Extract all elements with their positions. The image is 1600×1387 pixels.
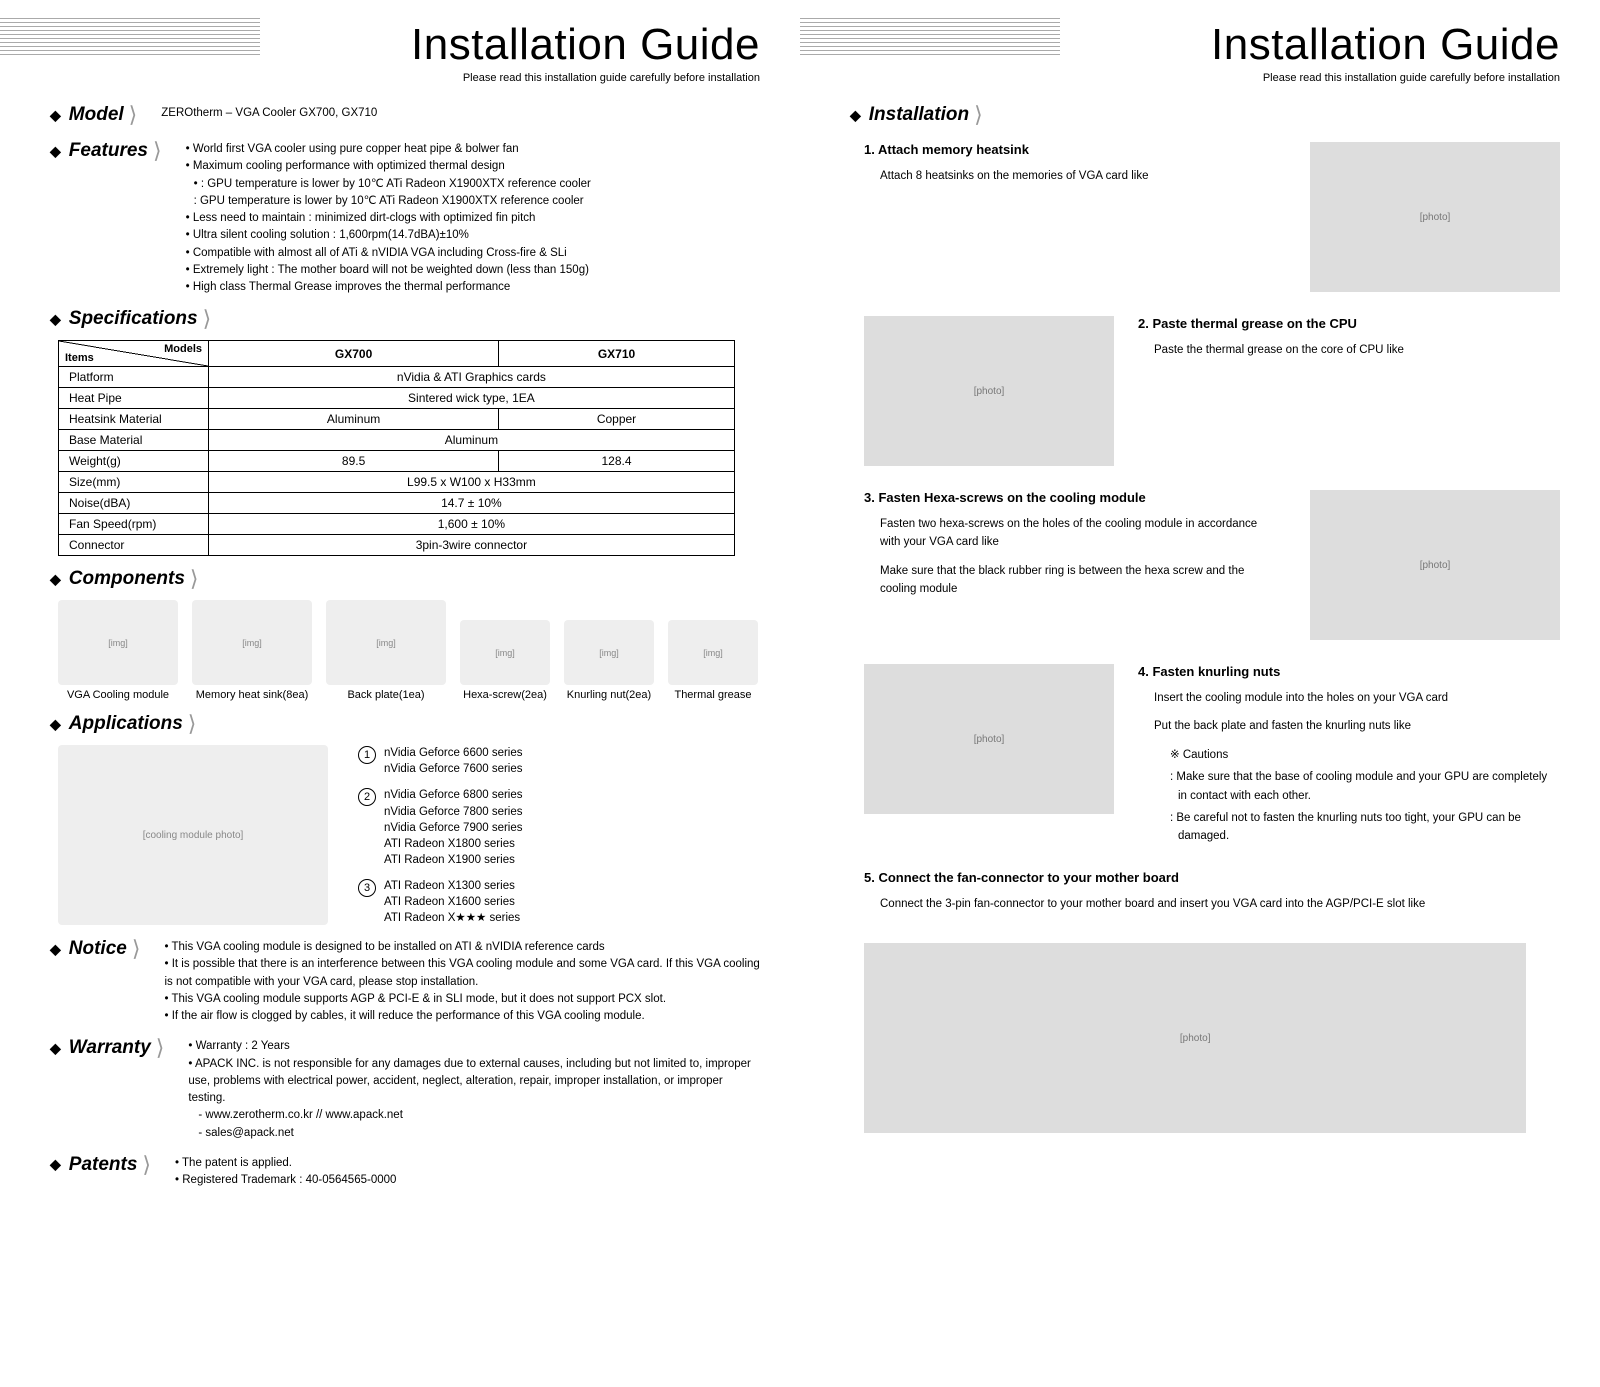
install-step-desc: Fasten two hexa-screws on the holes of t… (864, 515, 1286, 599)
caution-title: ※ Cautions (1170, 746, 1554, 764)
specs-table: ItemsModelsGX700GX710PlatformnVidia & AT… (58, 340, 735, 556)
features-list: World first VGA cooler using pure copper… (186, 141, 760, 296)
app-number: 3 (358, 879, 376, 897)
component-image: [img] (326, 600, 446, 685)
notice-item: This VGA cooling module is designed to b… (164, 939, 760, 956)
section-components: Components (40, 566, 198, 592)
component-image: [img] (460, 620, 550, 685)
component-image: [img] (668, 620, 758, 685)
header-stripes (800, 18, 1060, 58)
feature-item: High class Thermal Grease improves the t… (186, 279, 760, 296)
page-subtitle: Please read this installation guide care… (40, 72, 760, 84)
component-image: [img] (564, 620, 654, 685)
install-step-title: 1. Attach memory heatsink (864, 142, 1286, 157)
component-item: [img] Memory heat sink(8ea) (192, 600, 312, 701)
notice-item: If the air flow is clogged by cables, it… (164, 1008, 760, 1025)
header-stripes (0, 18, 260, 58)
patent-item: Registered Trademark : 40-0564565-0000 (175, 1172, 760, 1189)
app-group: 1 nVidia Geforce 6600 seriesnVidia Geforc… (358, 745, 523, 777)
app-group: 2 nVidia Geforce 6800 seriesnVidia Geforc… (358, 787, 523, 867)
component-item: [img] Hexa-screw(2ea) (460, 620, 550, 701)
install-step-title: 3. Fasten Hexa-screws on the cooling mod… (864, 490, 1286, 505)
section-specs: Specifications (40, 306, 211, 332)
install-image-col: [photo] (864, 316, 1114, 470)
app-number: 2 (358, 788, 376, 806)
patents-list: The patent is applied.Registered Tradema… (175, 1155, 760, 1190)
component-label: Memory heat sink(8ea) (192, 689, 312, 701)
install-image-col: [photo] (864, 664, 1114, 818)
notice-list: This VGA cooling module is designed to b… (164, 939, 760, 1025)
installation-steps: 1. Attach memory heatsink Attach 8 heatsi… (840, 142, 1560, 1133)
component-image: [img] (192, 600, 312, 685)
components-grid: [img] VGA Cooling module [img] Memory heat … (58, 600, 760, 701)
component-label: Back plate(1ea) (326, 689, 446, 701)
install-image: [photo] (864, 664, 1114, 814)
section-installation: Installation (840, 102, 983, 128)
app-group: 3 ATI Radeon X1300 seriesATI Radeon X1600… (358, 878, 523, 926)
component-item: [img] Thermal grease (668, 620, 758, 701)
section-notice: Notice (40, 936, 140, 962)
component-image: [img] (58, 600, 178, 685)
feature-sub: : GPU temperature is lower by 10℃ ATi Ra… (186, 193, 760, 210)
section-features: Features (40, 138, 162, 164)
applications-image: [cooling module photo] (58, 745, 328, 925)
caution-item: : Make sure that the base of cooling mod… (1170, 768, 1554, 805)
component-label: VGA Cooling module (58, 689, 178, 701)
install-step: 3. Fasten Hexa-screws on the cooling mod… (840, 490, 1560, 644)
app-lines: nVidia Geforce 6800 seriesnVidia Geforce… (384, 787, 523, 867)
install-step-desc: Connect the 3-pin fan-connector to your … (864, 895, 1560, 913)
notice-item: It is possible that there is an interfer… (164, 956, 760, 991)
app-number: 1 (358, 746, 376, 764)
warranty-item: • APACK INC. is not responsible for any … (188, 1056, 760, 1108)
notice-item: This VGA cooling module supports AGP & P… (164, 991, 760, 1008)
app-lines: nVidia Geforce 6600 seriesnVidia Geforce… (384, 745, 523, 777)
section-model: Model (40, 102, 137, 128)
install-step-title: 5. Connect the fan-connector to your mot… (864, 870, 1560, 885)
page-subtitle: Please read this installation guide care… (840, 72, 1560, 84)
feature-item: Extremely light : The mother board will … (186, 262, 760, 279)
feature-item: : GPU temperature is lower by 10℃ ATi Ra… (186, 176, 760, 193)
install-image: [photo] (864, 943, 1526, 1133)
patent-item: The patent is applied. (175, 1155, 760, 1172)
section-patents: Patents (40, 1152, 151, 1178)
section-applications: Applications (40, 711, 196, 737)
feature-item: World first VGA cooler using pure copper… (186, 141, 760, 158)
install-image-col: [photo] (1310, 490, 1560, 644)
install-image: [photo] (1310, 142, 1560, 292)
applications-list: 1 nVidia Geforce 6600 seriesnVidia Geforc… (358, 745, 523, 926)
install-step-desc: Paste the thermal grease on the core of … (1138, 341, 1560, 359)
component-item: [img] Back plate(1ea) (326, 600, 446, 701)
warranty-item: - www.zerotherm.co.kr // www.apack.net (188, 1107, 760, 1124)
component-item: [img] VGA Cooling module (58, 600, 178, 701)
install-image-col: [photo] (1310, 142, 1560, 296)
install-step-title: 4. Fasten knurling nuts (1138, 664, 1560, 679)
feature-item: Maximum cooling performance with optimiz… (186, 158, 760, 175)
install-step-title: 2. Paste thermal grease on the CPU (1138, 316, 1560, 331)
page-right: Installation Guide Please read this inst… (800, 0, 1600, 1225)
install-step-desc: Insert the cooling module into the holes… (1138, 689, 1560, 846)
feature-item: Compatible with almost all of ATi & nVID… (186, 245, 760, 262)
warranty-list: • Warranty : 2 Years• APACK INC. is not … (164, 1035, 760, 1142)
component-label: Knurling nut(2ea) (564, 689, 654, 701)
page-left: Installation Guide Please read this inst… (0, 0, 800, 1225)
install-image: [photo] (1310, 490, 1560, 640)
feature-item: Ultra silent cooling solution : 1,600rpm… (186, 227, 760, 244)
model-value: ZEROtherm – VGA Cooler GX700, GX710 (137, 102, 760, 122)
install-step-desc: Attach 8 heatsinks on the memories of VG… (864, 167, 1286, 185)
install-step: [photo] 2. Paste thermal grease on the CP… (840, 316, 1560, 470)
section-warranty: Warranty (40, 1035, 164, 1061)
caution-item: : Be careful not to fasten the knurling … (1170, 809, 1554, 846)
component-label: Thermal grease (668, 689, 758, 701)
app-lines: ATI Radeon X1300 seriesATI Radeon X1600 … (384, 878, 520, 926)
install-step: [photo] 4. Fasten knurling nuts Insert the… (840, 664, 1560, 850)
warranty-item: - sales@apack.net (188, 1125, 760, 1142)
install-image: [photo] (864, 316, 1114, 466)
component-label: Hexa-screw(2ea) (460, 689, 550, 701)
feature-item: Less need to maintain : minimized dirt-c… (186, 210, 760, 227)
install-step: 1. Attach memory heatsink Attach 8 heatsi… (840, 142, 1560, 296)
install-step: 5. Connect the fan-connector to your mot… (840, 870, 1560, 1133)
warranty-item: • Warranty : 2 Years (188, 1038, 760, 1055)
component-item: [img] Knurling nut(2ea) (564, 620, 654, 701)
